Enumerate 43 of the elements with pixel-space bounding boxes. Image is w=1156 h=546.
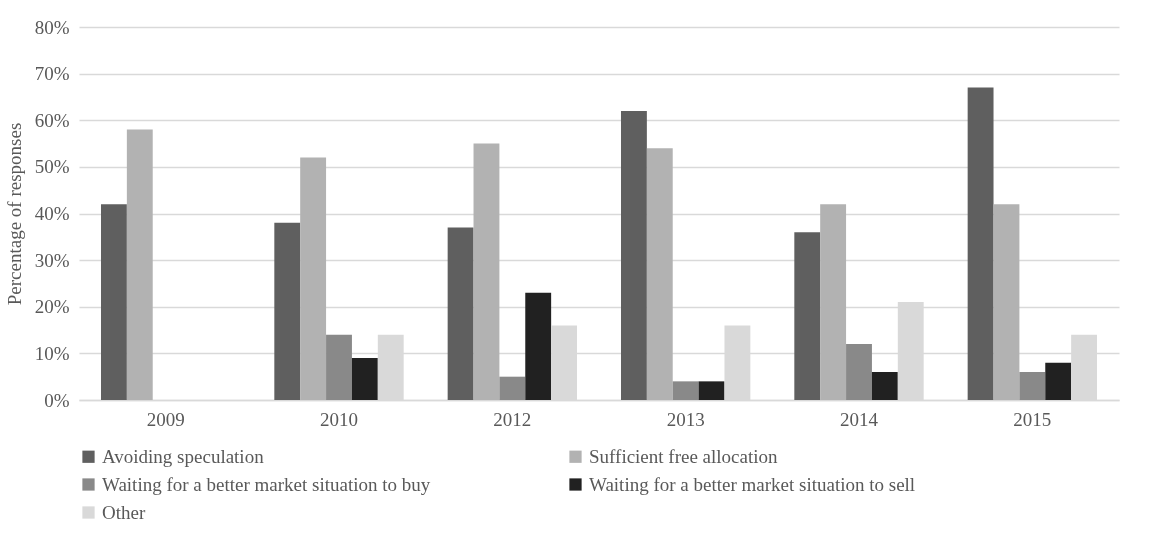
bar — [351, 358, 378, 400]
y-tick-label: 0% — [44, 389, 70, 411]
y-tick-label: 40% — [34, 203, 70, 224]
legend-label: Avoiding speculation — [102, 445, 265, 467]
bar — [672, 381, 699, 400]
bar — [871, 372, 898, 400]
bar — [698, 381, 725, 400]
bar — [473, 143, 500, 400]
bar — [794, 232, 821, 400]
y-tick-label: 80% — [34, 16, 70, 38]
bar — [100, 204, 127, 400]
bar — [646, 148, 673, 400]
y-tick-label: 50% — [34, 156, 70, 178]
bar — [846, 344, 872, 400]
bar — [820, 204, 847, 400]
x-tick-label: 2015 — [1013, 408, 1052, 430]
bar — [499, 376, 526, 400]
y-tick-label: 70% — [34, 63, 70, 85]
bar — [126, 129, 153, 400]
bar — [274, 222, 301, 400]
bar — [1019, 372, 1046, 400]
bar — [525, 292, 552, 400]
legend-label: Sufficient free allocation — [589, 445, 779, 467]
bar — [447, 227, 474, 400]
y-tick-label: 60% — [34, 109, 70, 131]
bar — [620, 110, 647, 400]
bar — [967, 87, 994, 400]
y-axis-title: Percentage of responses — [3, 122, 25, 306]
x-tick-label: 2009 — [146, 408, 185, 430]
legend-label: Waiting for a better market situation to buy — [102, 473, 431, 495]
y-tick-label: 10% — [34, 342, 70, 364]
legend-label: Waiting for a better market situation to sell — [589, 473, 916, 495]
bar — [326, 334, 352, 400]
x-tick-label: 2013 — [666, 408, 705, 430]
x-tick-label: 2010 — [320, 408, 358, 430]
bar — [1045, 362, 1072, 400]
y-tick-label: 20% — [34, 296, 70, 318]
legend-label: Other — [102, 501, 146, 523]
bar — [300, 157, 327, 400]
x-tick-label: 2012 — [493, 408, 532, 430]
x-tick-label: 2014 — [840, 408, 879, 430]
y-tick-label: 30% — [34, 249, 70, 271]
bar — [993, 204, 1020, 400]
